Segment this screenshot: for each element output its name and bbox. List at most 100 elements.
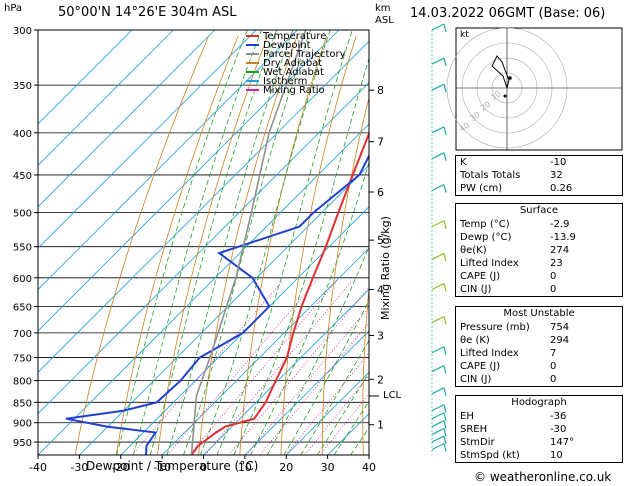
row-label: θe(K) [460,245,487,256]
wind-barb [431,23,445,31]
row-value: 274 [550,245,570,256]
legend-swatch [246,89,259,91]
location-title: 50°00'N 14°26'E 304m ASL [58,5,237,20]
legend-label: Dry Adiabat [263,58,323,69]
axis-ticks: 3003504004505005506006507007508008509009… [13,26,384,474]
wind-barb-flag [443,412,447,421]
dewpoint-line [65,153,369,455]
wind-barb-flag [443,84,447,93]
wet-adiabat [233,56,369,455]
legend-item: Mixing Ratio [246,86,325,96]
asl-label: ASL [375,15,394,26]
wet-adiabat [300,339,369,455]
row-value: -13.9 [550,232,576,243]
km-tick-label: 6 [377,186,384,199]
wind-barb [431,126,445,134]
wind-barb-flag [443,404,447,413]
x-tick-label: -10 [153,461,171,474]
wind-barb-flag [443,443,447,452]
wind-barb-flag [443,23,447,33]
wind-barb-flag [443,428,447,437]
table-row: θe(K) 274 [456,244,622,257]
table-row: Dewp (°C) -13.9 [456,231,622,244]
isotherm [120,206,369,455]
legend-item: Temperature [246,32,326,42]
table-row: StmDir 147° [456,436,622,449]
row-value: 147° [550,437,575,448]
hodograph-table: Hodograph EH -36 SREH -30 StmDir 147° StmSpd (… [455,395,623,463]
pressure-tick-label: 400 [13,129,32,140]
x-tick-label: 0 [200,461,207,474]
wind-barbs [431,23,447,455]
hodograph-frame [455,27,623,151]
legend-swatch [246,44,259,46]
wind-barb [431,57,445,65]
km-tick-label: 3 [377,329,384,342]
wind-barb-flag [443,387,447,396]
legend-swatch [246,71,259,73]
legend-swatch [246,35,259,37]
pressure-tick-label: 500 [13,209,32,220]
hodograph-table-title: Hodograph [511,397,567,408]
most-unstable-table: Most Unstable Pressure (mb) 754 θe (K) 294 L… [455,306,623,387]
isotherm [79,164,369,455]
table-row: CIN (J) 0 [456,373,622,386]
wind-barb-flag [443,253,447,262]
most-unstable-title: Most Unstable [503,308,575,319]
dry-adiabat [321,96,369,455]
row-value: 0 [550,284,557,295]
legend-label: Wet Adiabat [263,67,324,78]
legend-item: Parcel Trajectory [246,49,346,60]
table-row: Temp (°C) -2.9 [456,218,622,231]
km-tick-label: 8 [377,84,384,97]
wind-barb [431,220,445,228]
km-tick-label: 7 [377,136,384,149]
table-row: SREH -30 [456,423,622,436]
wind-barb-flag [443,184,447,193]
pressure-tick-label: 850 [13,398,32,409]
pressure-tick-label: 900 [13,419,32,430]
mixing-ratio-label: 2 [0,269,3,278]
isotherm [161,247,369,455]
wind-barb-flag [443,126,447,135]
table-row: StmSpd (kt) 10 [456,449,622,462]
wind-barb-flag [443,57,447,67]
row-label: Temp (°C) [460,219,510,230]
isotherm [285,371,369,455]
isotherm [38,30,257,249]
dry-adiabat [198,35,298,455]
row-value: 7 [550,348,557,359]
row-label: CIN (J) [460,284,492,295]
wet-adiabat [133,30,262,455]
surface-table: Surface Temp (°C) -2.9 Dewp (°C) -13.9 θe(K)… [455,203,623,297]
temperature-line [190,130,369,455]
hodograph-point [503,94,507,98]
mixing-ratio-line [228,286,369,455]
wet-adiabat [183,30,311,455]
legend-label: Isotherm [263,76,308,87]
table-row: Lifted Index 7 [456,347,622,360]
table-row: θe (K) 294 [456,334,622,347]
x-tick-label: 30 [321,461,335,474]
hpa-label: hPa [4,3,23,14]
wind-barb [431,282,445,291]
mixing-ratio-axis-label: Mixing Ratio (g/kg) [379,216,392,320]
isotherm [38,82,369,415]
legend-item: Dewpoint [246,40,311,51]
row-label: CIN (J) [460,374,492,385]
km-tick-label: 1 [377,419,384,432]
wind-barb [431,404,445,412]
legend-label: Parcel Trajectory [263,49,346,60]
wind-barb [431,427,445,435]
legend-label: Dewpoint [263,40,311,51]
row-label: SREH [460,424,488,435]
table-row: CAPE (J) 0 [456,270,622,283]
x-tick-label: 40 [362,461,376,474]
mixing-ratio-label: 6 [0,269,3,278]
row-label: Pressure (mb) [460,322,530,333]
row-label: PW (cm) [460,183,503,194]
legend-swatch [246,80,259,82]
wind-barb-flag [443,346,447,355]
wet-adiabat [317,372,369,455]
wind-barb-flag [443,220,447,229]
